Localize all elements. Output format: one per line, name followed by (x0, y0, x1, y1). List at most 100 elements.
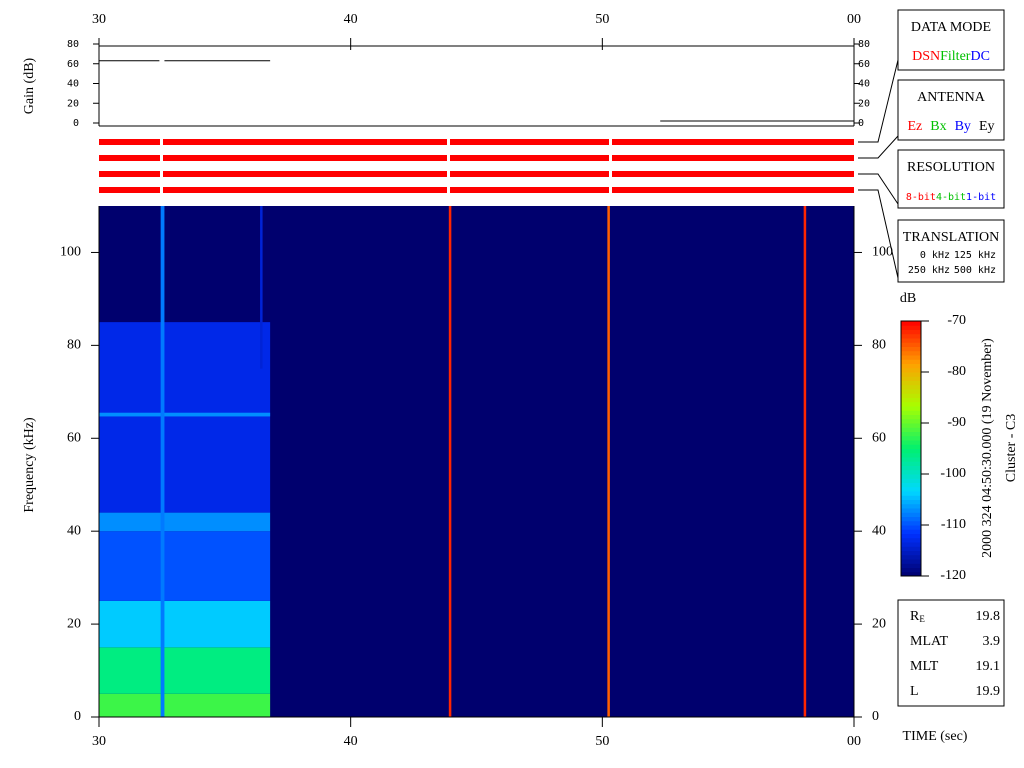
mode-bar-gap (609, 171, 612, 177)
legend-box (897, 149, 1005, 209)
legend-title: TRANSLATION (903, 230, 999, 245)
info-label: RE (910, 609, 925, 624)
mode-bar-gap (447, 139, 450, 145)
legend-box (897, 219, 1005, 283)
legend-connector (858, 173, 899, 205)
y-tick-label: 20 (858, 98, 870, 109)
colorbar-swatch (901, 482, 921, 488)
colorbar-swatch (901, 333, 921, 339)
colorbar-swatch (901, 338, 921, 343)
legend-title: RESOLUTION (907, 160, 995, 175)
legend-title: ANTENNA (917, 90, 986, 105)
mode-bar-gap (609, 155, 612, 161)
spectrogram-cell (99, 322, 271, 513)
mode-bar (99, 155, 854, 161)
y-tick-label: 40 (872, 523, 886, 538)
legend-item: Ey (979, 119, 995, 134)
colorbar-swatch (901, 457, 921, 462)
colorbar-swatch (901, 431, 921, 437)
colorbar-swatch (901, 465, 921, 471)
legend-item: 4-bit (936, 192, 966, 203)
info-label: MLAT (910, 634, 949, 649)
colorbar-swatch (901, 406, 921, 411)
y-tick-label: 40 (858, 79, 870, 90)
colorbar-frame (900, 320, 922, 577)
mode-bar-gap (609, 139, 612, 145)
y-tick-label: 60 (67, 59, 79, 70)
colorbar-swatch (901, 503, 921, 509)
mode-bar (99, 171, 854, 177)
legend-item: 8-bit (906, 192, 936, 203)
spectrogram-cell (260, 206, 263, 369)
colorbar-swatch (901, 520, 921, 526)
spectrogram-cell (448, 206, 452, 717)
y-tick-label: 100 (872, 245, 893, 260)
mode-bar (99, 187, 854, 193)
mode-bar-gap (160, 171, 163, 177)
y-tick-label: 80 (872, 338, 886, 353)
info-value: 19.9 (976, 684, 1001, 699)
caption: Cluster - C3 (1004, 414, 1019, 482)
y-tick-label: 40 (67, 523, 81, 538)
x-tick-label: 30 (92, 734, 106, 749)
colorbar-swatch (901, 452, 921, 458)
info-label: L (910, 684, 919, 699)
colorbar-swatch (901, 512, 921, 517)
y-tick-label: 60 (872, 430, 886, 445)
colorbar-swatch (901, 321, 921, 326)
spectrogram-cell (99, 412, 271, 417)
colorbar-swatch (901, 410, 921, 415)
colorbar-swatch (901, 342, 921, 347)
legend-items: 8-bit4-bit1-bit (906, 192, 996, 203)
colorbar-swatch (901, 533, 921, 539)
legend-connector (858, 59, 899, 143)
y-tick-label: 60 (858, 59, 870, 70)
colorbar-swatch (901, 389, 921, 394)
caption: 2000 324 04:50:30.000 (19 November) (980, 338, 995, 558)
colorbar-swatch (901, 397, 921, 403)
colorbar-swatch (901, 384, 921, 390)
colorbar-label: dB (900, 291, 916, 306)
colorbar-swatch (901, 376, 921, 381)
y-tick-label: 40 (67, 79, 79, 90)
legend-item: Ez (907, 119, 922, 134)
colorbar-swatch (901, 448, 921, 454)
colorbar-swatch (901, 516, 921, 522)
colorbar-swatch (901, 486, 921, 492)
colorbar-swatch (901, 571, 921, 577)
colorbar-swatch (901, 350, 921, 356)
legend-item: Filter (940, 49, 971, 64)
info-value: 19.8 (976, 609, 1001, 624)
info-label-subscript: E (919, 614, 925, 624)
mode-bar-gap (160, 155, 163, 161)
colorbar-swatch (901, 346, 921, 352)
spectrogram-cell (99, 531, 271, 601)
colorbar-swatch (901, 499, 921, 505)
legend-connector (858, 135, 899, 159)
legend-item: 1-bit (966, 192, 996, 203)
y-tick-label: 0 (73, 118, 79, 129)
spectrogram-cell (803, 206, 807, 717)
colorbar-swatch (901, 355, 921, 360)
colorbar-swatch (901, 435, 921, 441)
legend-item: DSN (912, 49, 940, 64)
x-tick-label: 40 (344, 12, 358, 27)
colorbar-swatch (901, 372, 921, 377)
colorbar-swatch (901, 418, 921, 424)
legend-item: 0 kHz (920, 250, 950, 261)
y-axis-label: Gain (dB) (22, 57, 37, 114)
colorbar-swatch (901, 478, 921, 483)
colorbar-swatch (901, 393, 921, 398)
colorbar-swatch (901, 423, 921, 428)
mode-bar-gap (447, 187, 450, 193)
mode-bar-gap (447, 155, 450, 161)
colorbar-swatch (901, 440, 921, 445)
x-tick-label: 00 (847, 734, 861, 749)
colorbar-swatch (901, 380, 921, 386)
legend-box (897, 79, 1005, 141)
x-tick-label: 30 (92, 12, 106, 27)
colorbar-swatch (901, 546, 921, 551)
colorbar-tick-label: -100 (940, 466, 966, 481)
colorbar-swatch (901, 427, 921, 432)
